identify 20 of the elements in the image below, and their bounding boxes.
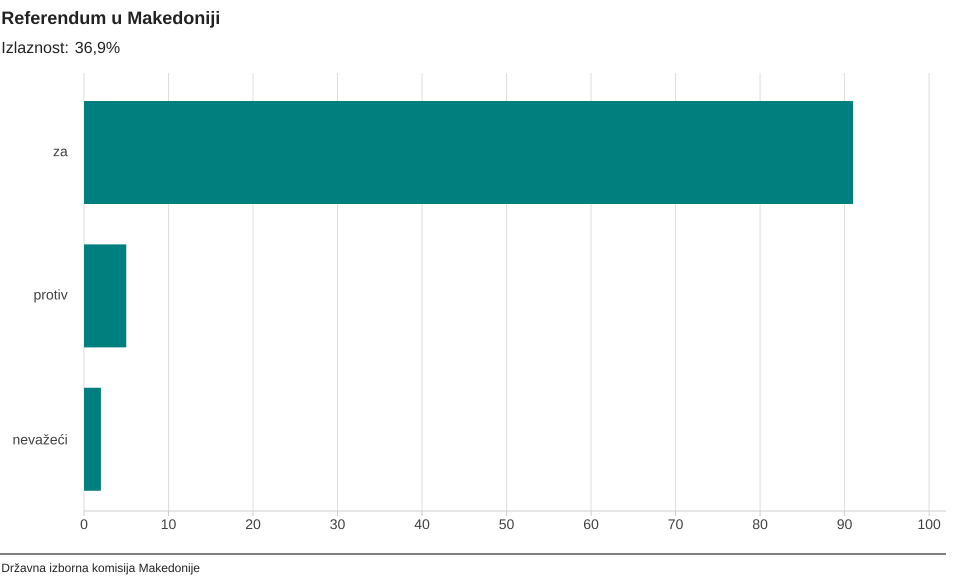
x-tick-label: 60 [584,519,598,530]
chart-title: Referendum u Makedoniji [2,10,220,28]
x-tick-label: 80 [752,519,768,530]
text: Državna izborna komisija Makedonije [2,563,200,574]
bar [84,100,854,204]
y-tick-label: nevažeći [13,434,67,445]
x-tick-label: 40 [414,519,430,530]
x-tick-label: 20 [246,519,260,530]
x-tick-label: 70 [668,519,683,530]
y-tick-label: protiv [34,289,68,302]
x-tick-label: 10 [162,519,176,530]
bar [84,244,126,348]
x-tick-label: 0 [80,519,88,530]
x-tick-label: 50 [499,519,514,530]
y-tick-label: za [54,148,68,156]
bar [84,388,101,491]
x-tick-label: 90 [837,519,852,530]
x-tick-label: 100 [918,519,940,530]
chart-subtitle: Izlaznost: 36,9% [2,41,120,56]
x-tick-label: 30 [330,519,345,530]
